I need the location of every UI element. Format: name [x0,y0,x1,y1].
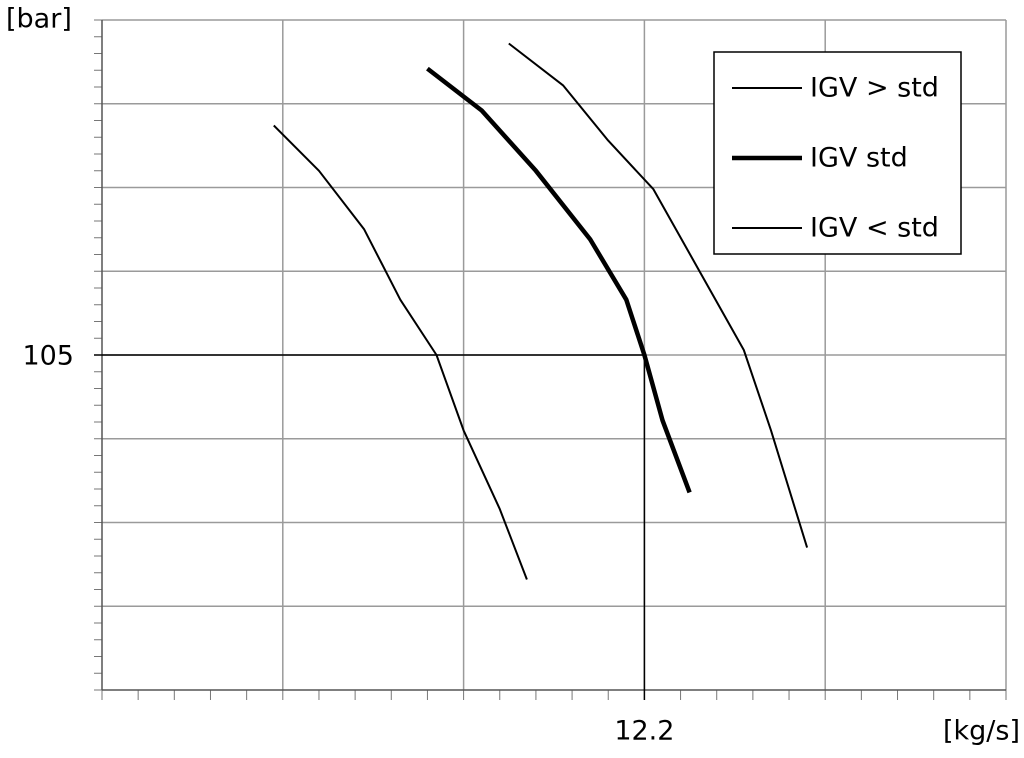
legend-label: IGV > std [810,73,939,104]
legend-label: IGV < std [810,213,939,244]
y-tick-label: 105 [22,341,74,372]
line-series [508,42,809,548]
line-series [273,124,528,580]
x-tick-label: 12.2 [614,716,674,747]
line-series [426,66,692,494]
legend-box [713,51,962,255]
x-axis-label: [kg/s] [943,716,1020,747]
legend-label: IGV std [810,143,908,174]
y-axis-label: [bar] [6,4,72,35]
